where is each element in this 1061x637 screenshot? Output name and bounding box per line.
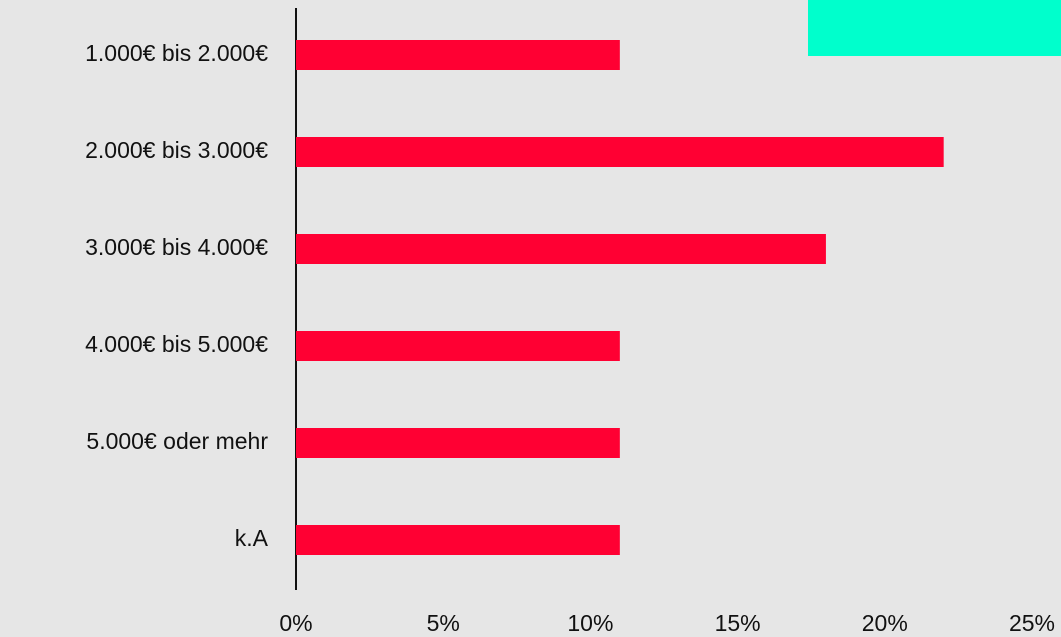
bar <box>296 428 620 458</box>
x-tick-label: 5% <box>427 610 460 636</box>
bar <box>296 331 620 361</box>
bar <box>296 525 620 555</box>
y-tick-label: 4.000€ bis 5.000€ <box>85 331 268 357</box>
x-tick-label: 15% <box>715 610 761 636</box>
x-tick-label: 10% <box>567 610 613 636</box>
x-tick-label: 20% <box>862 610 908 636</box>
x-tick-label: 25% <box>1009 610 1055 636</box>
y-tick-label: 1.000€ bis 2.000€ <box>85 40 268 66</box>
y-tick-label: 2.000€ bis 3.000€ <box>85 137 268 163</box>
y-tick-label: 3.000€ bis 4.000€ <box>85 234 268 260</box>
bar <box>296 234 826 264</box>
x-tick-label: 0% <box>279 610 312 636</box>
decor-block <box>808 0 1061 56</box>
bar <box>296 137 944 167</box>
y-tick-label: 5.000€ oder mehr <box>86 428 268 454</box>
bar <box>296 40 620 70</box>
y-tick-label: k.A <box>235 525 269 551</box>
